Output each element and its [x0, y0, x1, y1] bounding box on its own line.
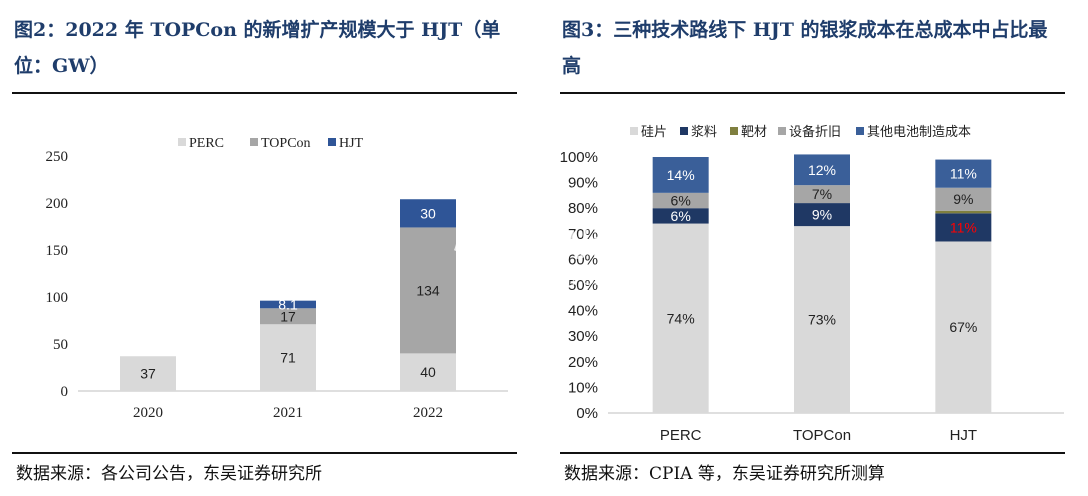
- left-bottom-rule: [12, 452, 517, 454]
- x-tick-label: HJT: [950, 427, 978, 444]
- bar-hjt-depreciation: [935, 187, 992, 211]
- x-tick-label: PERC: [660, 427, 702, 444]
- y-tick-label: 50%: [568, 277, 598, 294]
- bar-hjt-wafer: [935, 241, 992, 413]
- bar-2022-topcon: [400, 227, 456, 354]
- data-label: 7%: [812, 186, 832, 202]
- bar-perc-paste: [652, 208, 709, 224]
- legend-swatch-topcon: [250, 138, 258, 146]
- left-source-note: 数据来源：各公司公告，东吴证券研究所: [16, 464, 322, 484]
- bar-topcon-wafer: [794, 226, 850, 413]
- y-tick-label: 40%: [568, 303, 598, 320]
- right-source-note: 数据来源：CPIA 等，东吴证券研究所测算: [564, 464, 885, 484]
- data-label: 8.1: [278, 296, 298, 312]
- legend-swatch-other-cost: [856, 127, 864, 135]
- y-tick-label: 100: [46, 290, 69, 306]
- legend-swatch-target: [730, 127, 738, 135]
- legend-label: 硅片: [641, 125, 667, 140]
- bar-perc-depreciation: [652, 192, 709, 209]
- data-label: 40: [420, 364, 436, 380]
- legend-swatch-paste: [680, 127, 688, 135]
- legend-label: 设备折旧: [789, 124, 841, 140]
- legend-swatch-depreciation: [778, 127, 786, 135]
- legend-label: 靶材: [741, 125, 767, 140]
- data-label: 17: [280, 308, 296, 324]
- data-label: 67%: [949, 319, 977, 335]
- bar-perc-wafer: [652, 223, 709, 413]
- data-label: 71: [280, 350, 296, 366]
- bar-hjt-paste: [935, 213, 992, 242]
- y-tick-label: 60%: [568, 251, 598, 268]
- data-label: 9%: [812, 207, 832, 223]
- bar-2021-perc: [260, 324, 316, 391]
- y-tick-label: 70%: [568, 226, 598, 243]
- data-label: 12%: [808, 162, 836, 178]
- x-tick-label: 2022: [413, 405, 443, 421]
- right-bottom-rule: [560, 452, 1065, 454]
- bar-topcon-depreciation: [794, 185, 850, 204]
- right-top-rule: [560, 92, 1065, 94]
- legend-label: 其他电池制造成本: [867, 125, 971, 140]
- y-tick-label: 100%: [560, 149, 598, 166]
- y-tick-label: 50: [53, 337, 68, 353]
- cost-share-stacked-bar-chart: 0% 10% 20% 30% 40% 50% 60% 70% 80% 90% 100% 74% 6%6%…: [560, 124, 1064, 444]
- right-figure-title: 图3：三种技术路线下 HJT 的银浆成本在总成本中占比最高: [562, 19, 1048, 77]
- data-label: 134: [416, 282, 440, 298]
- y-tick-label: 150: [46, 243, 69, 259]
- legend-label: TOPCon: [261, 136, 311, 151]
- x-tick-label: 2020: [133, 405, 163, 421]
- bar-2021-topcon: [260, 308, 316, 325]
- left-panel: 图2：2022 年 TOPCon 的新增扩产规模大于 HJT（单位：GW） 0 5…: [0, 0, 540, 496]
- legend-label: 浆料: [691, 125, 717, 140]
- bar-hjt-other-cost: [935, 159, 992, 188]
- left-figure-title: 图2：2022 年 TOPCon 的新增扩产规模大于 HJT（单位：GW）: [14, 19, 501, 77]
- data-label: 37: [140, 366, 156, 382]
- y-tick-label: 20%: [568, 354, 598, 371]
- data-label: 11%: [950, 166, 977, 182]
- bar-topcon-other-cost: [794, 154, 850, 186]
- legend-swatch-wafer: [630, 127, 638, 135]
- bar-topcon-paste: [794, 203, 850, 227]
- data-label: 11%: [950, 219, 977, 235]
- legend-label: PERC: [189, 136, 224, 151]
- left-top-rule: [12, 92, 517, 94]
- x-tick-label: TOPCon: [793, 427, 851, 444]
- bar-2022-perc: [400, 353, 456, 391]
- data-label: 9%: [953, 191, 973, 207]
- y-tick-label: 0: [61, 384, 69, 400]
- data-label: 74%: [667, 310, 695, 326]
- data-label: 14%: [667, 167, 695, 183]
- legend-swatch-perc: [178, 138, 186, 146]
- x-tick-label: 2021: [273, 405, 303, 421]
- bar-2022-hjt: [400, 199, 456, 228]
- data-label: 6%: [671, 193, 691, 209]
- legend-label: HJT: [339, 136, 364, 151]
- y-tick-label: 0%: [576, 405, 598, 422]
- bar-hjt-target: [935, 210, 992, 214]
- right-panel: 图3：三种技术路线下 HJT 的银浆成本在总成本中占比最高 0% 10% 20% 30…: [548, 0, 1088, 496]
- y-tick-label: 80%: [568, 200, 598, 217]
- y-tick-label: 250: [46, 149, 69, 165]
- bar-perc-other-cost: [652, 157, 709, 193]
- bar-2021-hjt: [260, 300, 316, 309]
- y-tick-label: 200: [46, 196, 69, 212]
- y-tick-label: 10%: [568, 379, 598, 396]
- bar-2020-perc: [120, 356, 176, 391]
- data-label: 6%: [671, 208, 691, 224]
- legend-swatch-hjt: [328, 138, 336, 146]
- capacity-stacked-bar-chart: 0 50 100 150 200 250 37 2020 71 178.1 2021 40 134 30 2…: [46, 136, 508, 421]
- data-label: 30: [420, 205, 436, 221]
- data-label: 73%: [808, 312, 836, 328]
- y-tick-label: 90%: [568, 175, 598, 192]
- y-tick-label: 30%: [568, 328, 598, 345]
